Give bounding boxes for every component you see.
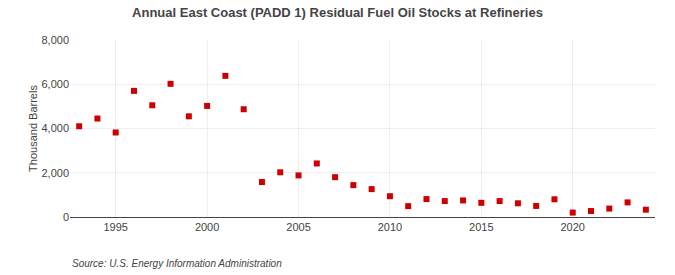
svg-text:Source: U.S. Energy Informatio: Source: U.S. Energy Information Administ… bbox=[72, 258, 282, 269]
svg-text:2005: 2005 bbox=[286, 221, 310, 233]
svg-text:Annual East Coast (PADD 1) Res: Annual East Coast (PADD 1) Residual Fuel… bbox=[132, 5, 543, 20]
svg-text:2020: 2020 bbox=[560, 221, 584, 233]
svg-text:2010: 2010 bbox=[378, 221, 402, 233]
svg-text:0: 0 bbox=[63, 211, 69, 223]
svg-text:4,000: 4,000 bbox=[41, 122, 69, 134]
svg-text:6,000: 6,000 bbox=[41, 78, 69, 90]
svg-text:2015: 2015 bbox=[469, 221, 493, 233]
svg-text:8,000: 8,000 bbox=[41, 34, 69, 46]
svg-text:1995: 1995 bbox=[103, 221, 127, 233]
svg-text:2000: 2000 bbox=[195, 221, 219, 233]
svg-text:Thousand Barrels: Thousand Barrels bbox=[27, 85, 39, 172]
svg-text:2,000: 2,000 bbox=[41, 167, 69, 179]
